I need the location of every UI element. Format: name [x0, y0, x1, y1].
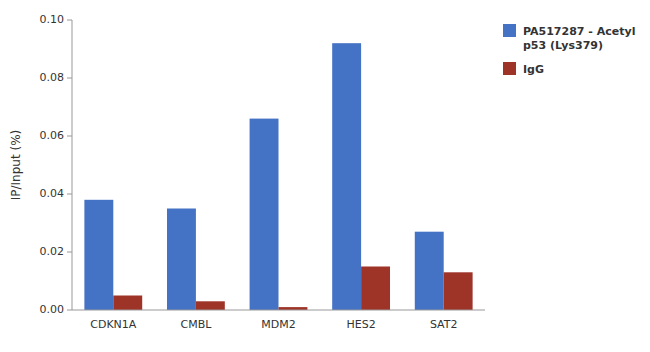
y-axis-line [72, 20, 73, 310]
x-tick-label: MDM2 [261, 318, 295, 331]
legend-label-line: PA517287 - Acetyl [523, 25, 635, 38]
legend-swatch [503, 62, 516, 75]
bar [84, 200, 113, 310]
y-tick [67, 310, 72, 311]
legend-label-line: IgG [523, 63, 544, 76]
bar [415, 232, 444, 310]
x-tick-label: HES2 [346, 318, 375, 331]
y-axis-label: IP/Input (%) [9, 130, 23, 200]
bar [361, 267, 390, 311]
y-tick-label: 0.06 [40, 129, 65, 142]
bar [167, 209, 196, 311]
bar [196, 301, 225, 310]
y-tick-label: 0.02 [40, 245, 65, 258]
y-tick [67, 252, 72, 253]
x-tick-label: CDKN1A [90, 318, 137, 331]
bars [84, 43, 472, 310]
y-tick [67, 78, 72, 79]
bar [250, 119, 279, 310]
bar [332, 43, 361, 310]
x-tick-label: CMBL [180, 318, 212, 331]
bar [113, 296, 142, 311]
legend-label: IgG [523, 63, 544, 76]
y-tick [67, 194, 72, 195]
chart: 0.00 0.02 0.04 0.06 0.08 0.10 IP/Input (%) CDKN… [0, 0, 650, 352]
legend-label: PA517287 - Acetylp53 (Lys379) [523, 25, 635, 52]
y-tick [67, 136, 72, 137]
bar [444, 272, 473, 310]
legend: PA517287 - Acetylp53 (Lys379) IgG [503, 24, 635, 76]
y-tick-label: 0.00 [40, 303, 65, 316]
y-tick-label: 0.04 [40, 187, 65, 200]
legend-label-line: p53 (Lys379) [523, 39, 603, 52]
x-tick-label: SAT2 [430, 318, 458, 331]
y-tick-label: 0.08 [40, 71, 65, 84]
x-axis-line [72, 310, 485, 311]
y-tick [67, 20, 72, 21]
y-tick-label: 0.10 [40, 13, 65, 26]
legend-swatch [503, 24, 516, 37]
